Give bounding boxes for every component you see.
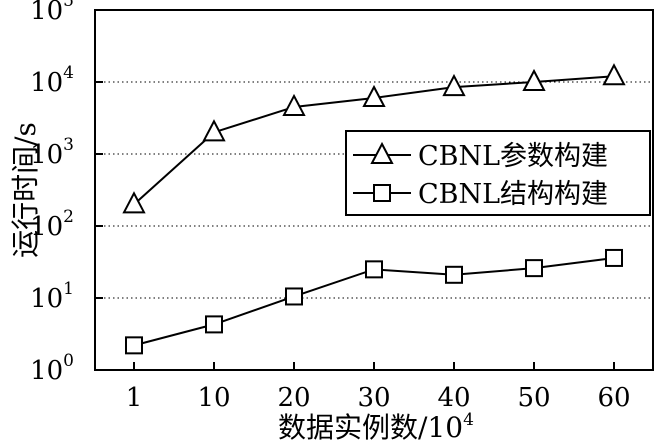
y-tick-base: 10 xyxy=(30,68,63,98)
y-tick-exponent: 3 xyxy=(63,135,74,155)
x-axis-label-text: 数据实例数/10 xyxy=(278,411,463,443)
x-tick-label: 20 xyxy=(277,383,310,413)
data-point-square xyxy=(525,259,543,278)
y-tick-exponent: 0 xyxy=(63,351,74,371)
y-tick-label: 100 xyxy=(30,351,74,386)
data-point-triangle xyxy=(282,93,306,116)
legend-box xyxy=(345,130,651,216)
legend-marker-triangle xyxy=(370,141,394,164)
data-point-square xyxy=(605,248,623,267)
y-tick-label: 104 xyxy=(30,63,74,98)
series-1 xyxy=(122,63,626,214)
data-point-square xyxy=(445,265,463,284)
legend: CBNL参数构建 CBNL结构构建 xyxy=(345,130,651,216)
data-point-triangle xyxy=(522,68,546,91)
series-2 xyxy=(125,248,623,355)
data-point-triangle xyxy=(202,119,226,142)
y-tick-base: 10 xyxy=(30,212,63,242)
data-point-square xyxy=(125,336,143,355)
y-tick-exponent: 1 xyxy=(63,279,74,299)
y-tick-label: 103 xyxy=(30,135,74,170)
legend-label-series-1: CBNL参数构建 xyxy=(418,141,608,172)
data-point-triangle xyxy=(442,73,466,97)
y-tick-exponent: 4 xyxy=(63,63,74,83)
legend-marker-square xyxy=(373,184,391,202)
y-tick-base: 10 xyxy=(30,356,63,386)
y-tick-label: 105 xyxy=(30,0,74,26)
x-tick-label: 60 xyxy=(597,383,630,413)
data-point-square xyxy=(205,315,223,334)
data-point-triangle xyxy=(122,191,146,214)
x-tick-label: 30 xyxy=(357,383,390,413)
y-tick-base: 10 xyxy=(30,0,63,26)
y-tick-label: 102 xyxy=(30,207,74,242)
data-point-square xyxy=(285,287,303,306)
x-tick-label: 1 xyxy=(126,383,143,413)
series-layer xyxy=(122,63,626,355)
x-axis-label: 数据实例数/104 xyxy=(278,410,474,443)
x-tick-label: 50 xyxy=(517,383,550,413)
data-point-triangle xyxy=(362,84,386,107)
y-tick-exponent: 2 xyxy=(63,207,74,227)
x-axis-label-exponent: 4 xyxy=(463,410,474,430)
y-tick-base: 10 xyxy=(30,140,63,170)
y-tick-base: 10 xyxy=(30,284,63,314)
legend-label-series-2: CBNL结构构建 xyxy=(418,179,608,210)
y-tick-exponent: 5 xyxy=(63,0,74,11)
data-point-square xyxy=(365,260,383,279)
y-tick-label: 101 xyxy=(30,279,74,314)
y-axis-label: 运行时间/s xyxy=(9,122,42,258)
x-tick-label: 40 xyxy=(437,383,470,413)
data-point-triangle xyxy=(602,63,626,86)
x-tick-label: 10 xyxy=(197,383,230,413)
